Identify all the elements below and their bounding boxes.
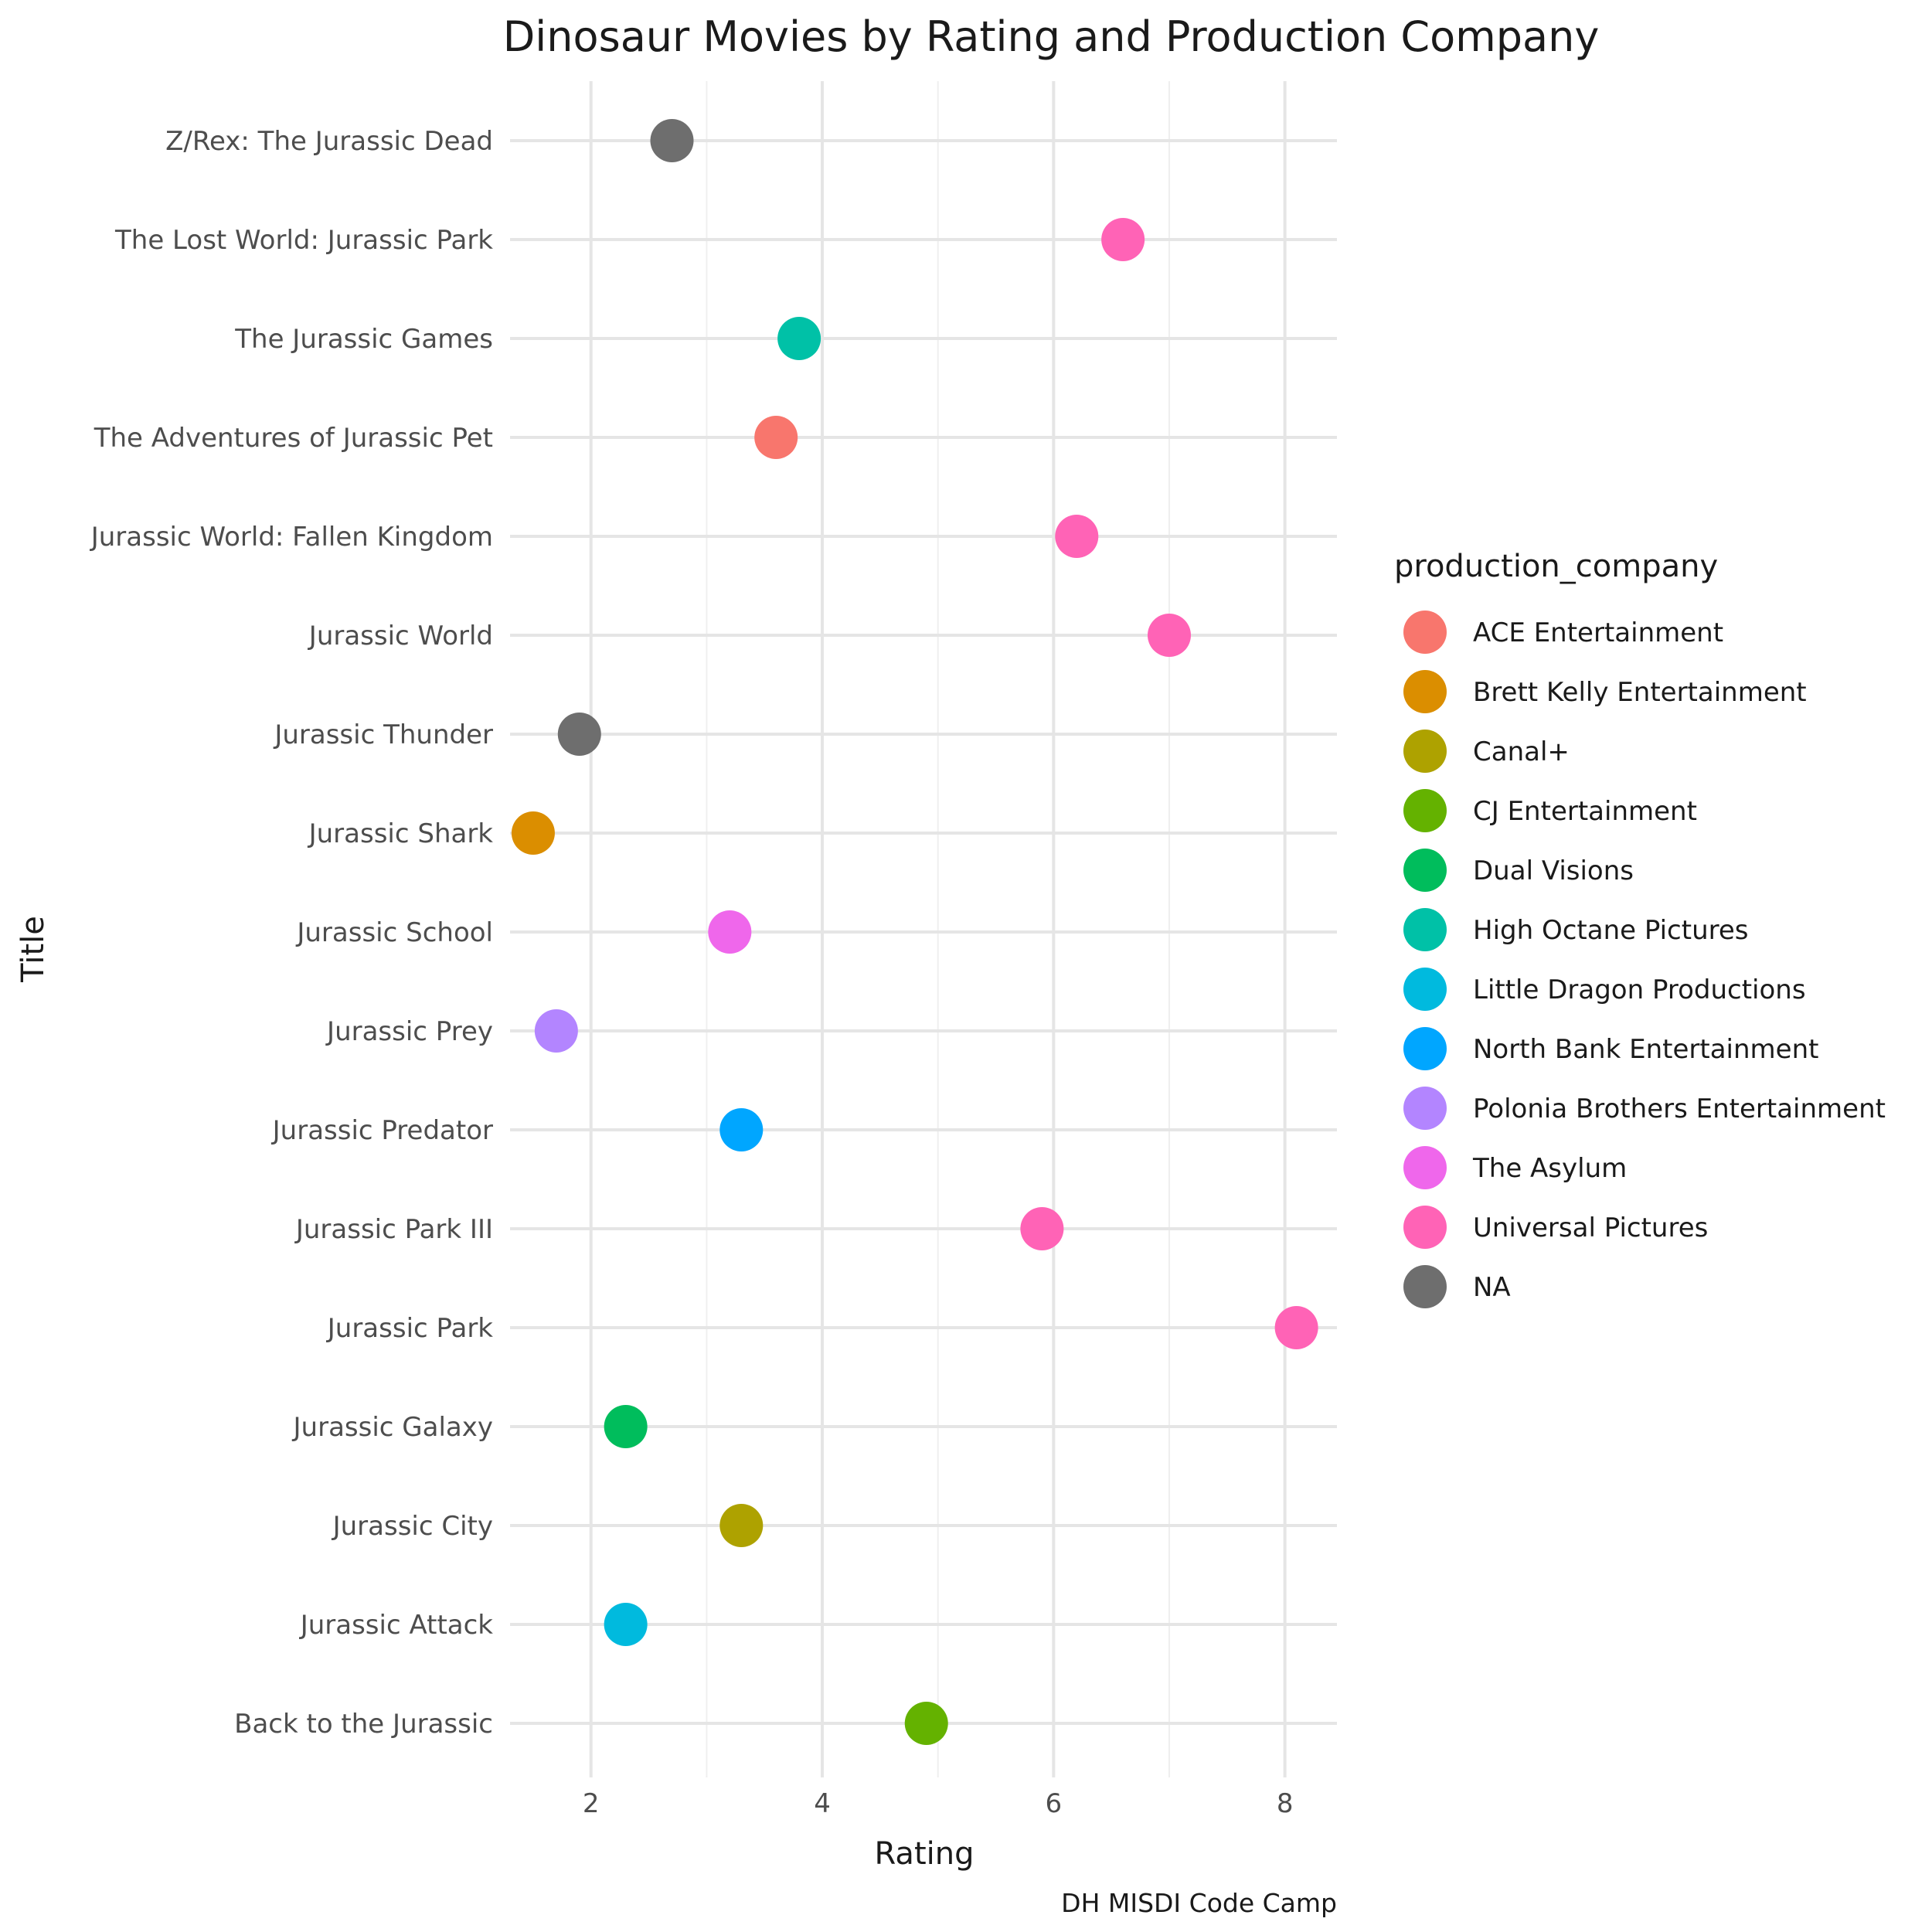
legend-item: NA (1403, 1265, 1511, 1308)
y-tick-label: The Jurassic Games (234, 324, 493, 355)
legend: production_company ACE Entertainment Bret… (1394, 549, 1886, 1308)
legend-label: NA (1473, 1272, 1511, 1303)
y-tick-label: Jurassic Thunder (273, 719, 493, 750)
legend-key (1403, 789, 1447, 832)
data-point (1101, 218, 1145, 261)
y-tick-label: The Lost World: Jurassic Park (114, 225, 493, 256)
x-tick-label: 8 (1277, 1788, 1294, 1819)
legend-label: CJ Entertainment (1473, 796, 1697, 827)
legend-label: ACE Entertainment (1473, 617, 1723, 648)
y-tick-label: Jurassic Shark (308, 818, 494, 849)
legend-item: Polonia Brothers Entertainment (1403, 1087, 1886, 1130)
y-tick-label: Jurassic World (308, 621, 493, 651)
legend-label: Little Dragon Productions (1473, 975, 1806, 1005)
legend-label: High Octane Pictures (1473, 915, 1749, 946)
x-tick-label: 6 (1046, 1788, 1063, 1819)
y-axis-title: Title (15, 916, 51, 983)
y-tick-label: Jurassic Attack (299, 1610, 494, 1641)
data-point (719, 1108, 764, 1151)
legend-item: Canal+ (1403, 730, 1570, 773)
y-tick-label: The Adventures of Jurassic Pet (94, 423, 493, 454)
chart-caption: DH MISDI Code Camp (1061, 1888, 1337, 1918)
legend-title: production_company (1394, 549, 1718, 584)
data-point (1274, 1306, 1318, 1349)
data-point (1020, 1207, 1064, 1250)
y-tick-label: Jurassic School (295, 917, 493, 948)
legend-item: Brett Kelly Entertainment (1403, 670, 1807, 713)
data-point (557, 713, 601, 756)
y-tick-label: Back to the Jurassic (234, 1709, 493, 1740)
y-tick-label: Jurassic City (332, 1511, 493, 1542)
legend-key (1403, 1206, 1447, 1249)
legend-item: Universal Pictures (1403, 1206, 1708, 1249)
legend-item: ACE Entertainment (1403, 611, 1723, 654)
legend-key (1403, 1146, 1447, 1189)
data-points (511, 119, 1318, 1745)
data-point (708, 910, 752, 954)
x-axis-title: Rating (875, 1836, 975, 1872)
data-point (1055, 515, 1099, 558)
x-tick-label: 4 (814, 1788, 831, 1819)
data-point (511, 811, 555, 855)
chart-title: Dinosaur Movies by Rating and Production… (503, 12, 1600, 61)
data-point (904, 1702, 948, 1745)
legend-label: Universal Pictures (1473, 1213, 1708, 1243)
y-tick-label: Jurassic World: Fallen Kingdom (90, 522, 493, 553)
y-tick-label: Jurassic Predator (271, 1115, 493, 1146)
x-tick-labels: 2 4 6 8 (583, 1788, 1294, 1819)
legend-key (1403, 1027, 1447, 1070)
y-tick-label: Jurassic Galaxy (292, 1412, 493, 1443)
legend-label: North Bank Entertainment (1473, 1034, 1818, 1065)
legend-key (1403, 849, 1447, 892)
legend-item: Dual Visions (1403, 849, 1634, 892)
legend-label: Brett Kelly Entertainment (1473, 677, 1807, 708)
legend-key (1403, 670, 1447, 713)
data-point (719, 1504, 764, 1547)
legend-key (1403, 968, 1447, 1011)
data-point (534, 1009, 578, 1053)
y-tick-label: Jurassic Prey (325, 1016, 493, 1047)
data-point (604, 1405, 648, 1448)
data-point (1148, 614, 1192, 657)
legend-label: Dual Visions (1473, 855, 1634, 886)
legend-item: CJ Entertainment (1403, 789, 1697, 832)
legend-item: Little Dragon Productions (1403, 968, 1806, 1011)
legend-label: The Asylum (1472, 1153, 1627, 1184)
y-tick-labels: Back to the Jurassic Jurassic Attack Juras… (90, 126, 494, 1740)
legend-key (1403, 908, 1447, 951)
legend-items: ACE Entertainment Brett Kelly Entertainme… (1403, 611, 1886, 1308)
y-tick-label: Jurassic Park III (294, 1214, 493, 1245)
legend-key (1403, 1265, 1447, 1308)
data-point (777, 317, 821, 360)
legend-label: Polonia Brothers Entertainment (1473, 1094, 1886, 1124)
legend-item: The Asylum (1403, 1146, 1627, 1189)
grid-layer (510, 81, 1337, 1777)
legend-item: North Bank Entertainment (1403, 1027, 1818, 1070)
legend-item: High Octane Pictures (1403, 908, 1749, 951)
x-tick-label: 2 (583, 1788, 600, 1819)
data-point (754, 416, 798, 459)
data-point (604, 1603, 648, 1646)
legend-key (1403, 730, 1447, 773)
data-point (650, 119, 694, 162)
legend-key (1403, 611, 1447, 654)
legend-label: Canal+ (1473, 736, 1570, 767)
y-tick-label: Z/Rex: The Jurassic Dead (165, 126, 493, 157)
legend-key (1403, 1087, 1447, 1130)
y-tick-label: Jurassic Park (326, 1313, 494, 1344)
